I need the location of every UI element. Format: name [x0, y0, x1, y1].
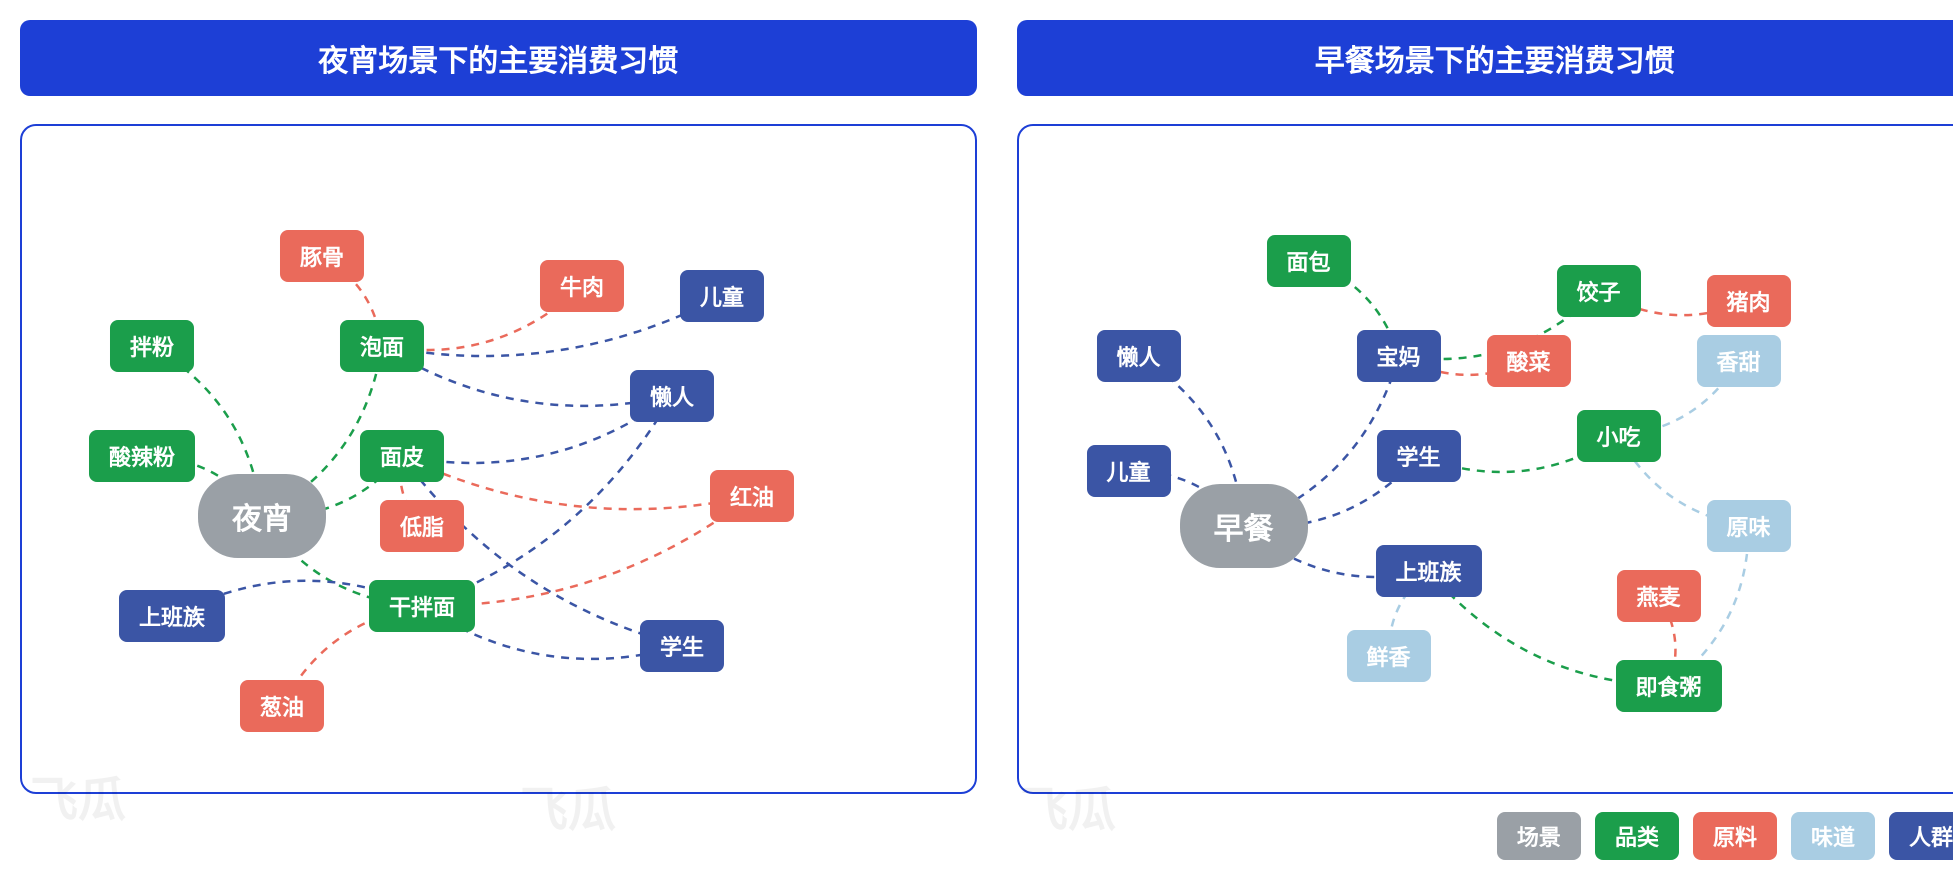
node: 上班族 — [119, 590, 225, 642]
panel-night-snack: 夜宵场景下的主要消费习惯 夜宵 拌粉酸辣粉 泡面面皮干拌面 豚骨牛肉低脂 红油葱油 儿童懒… — [20, 20, 977, 794]
panel-title: 早餐场景下的主要消费习惯 — [1017, 20, 1953, 96]
node: 儿童 — [1086, 445, 1170, 497]
node: 泡面 — [340, 320, 424, 372]
panel-body: 早餐 懒人儿童 宝妈学生上班族 面包饺子小吃即食粥 猪肉酸菜燕麦 香甜原味鲜香 — [1017, 124, 1953, 794]
legend-item: 品类 — [1595, 812, 1679, 860]
legend-item: 场景 — [1497, 812, 1581, 860]
node: 鲜香 — [1346, 630, 1430, 682]
node: 懒人 — [1096, 330, 1180, 382]
node: 拌粉 — [110, 320, 194, 372]
node: 豚骨 — [280, 230, 364, 282]
legend-item: 人群 — [1889, 812, 1953, 860]
node: 葱油 — [240, 680, 324, 732]
panels-row: 夜宵场景下的主要消费习惯 夜宵拌粉酸辣粉泡面面皮干拌面豚骨牛肉低脂红油葱油儿童懒… — [20, 20, 1953, 794]
node: 香甜 — [1696, 335, 1780, 387]
node: 即食粥 — [1615, 660, 1721, 712]
node: 原味 — [1706, 500, 1790, 552]
node: 上班族 — [1375, 545, 1481, 597]
panel-breakfast: 早餐场景下的主要消费习惯 早餐 懒人儿童 宝妈学生上班族 面包饺子小吃即食粥 猪肉酸菜燕… — [1017, 20, 1953, 794]
node: 牛肉 — [540, 260, 624, 312]
legend-item: 味道 — [1791, 812, 1875, 860]
node: 饺子 — [1556, 265, 1640, 317]
node: 燕麦 — [1616, 570, 1700, 622]
node: 低脂 — [380, 500, 464, 552]
node-root: 早餐 — [1180, 484, 1308, 568]
page: 夜宵场景下的主要消费习惯 夜宵拌粉酸辣粉泡面面皮干拌面豚骨牛肉低脂红油葱油儿童懒… — [20, 20, 1953, 860]
node: 干拌面 — [369, 580, 475, 632]
node-root: 夜宵 — [198, 474, 326, 558]
node: 猪肉 — [1706, 275, 1790, 327]
panel-body: 夜宵 拌粉酸辣粉 泡面面皮干拌面 豚骨牛肉低脂 红油葱油 儿童懒人学生 上班族 — [20, 124, 977, 794]
node: 儿童 — [680, 270, 764, 322]
node: 宝妈 — [1356, 330, 1440, 382]
edge — [382, 346, 672, 406]
node: 懒人 — [630, 370, 714, 422]
node: 面包 — [1266, 235, 1350, 287]
legend: 场景品类原料味道人群 — [20, 812, 1953, 860]
node: 酸辣粉 — [89, 430, 195, 482]
legend-item: 原料 — [1693, 812, 1777, 860]
node: 学生 — [1376, 430, 1460, 482]
node: 酸菜 — [1486, 335, 1570, 387]
node: 红油 — [710, 470, 794, 522]
node: 小吃 — [1576, 410, 1660, 462]
panel-title: 夜宵场景下的主要消费习惯 — [20, 20, 977, 96]
node: 学生 — [640, 620, 724, 672]
node: 面皮 — [360, 430, 444, 482]
